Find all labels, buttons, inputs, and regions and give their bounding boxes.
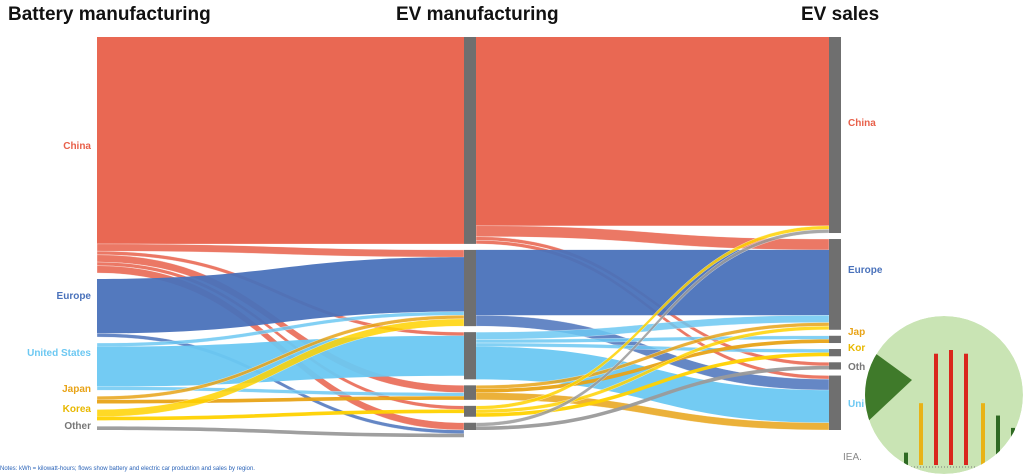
node-ev-sales-united-states (829, 375, 841, 430)
thumbnail-bar-2 (919, 403, 923, 465)
column-title-ev-sales: EV sales (801, 4, 880, 25)
label-sales-europe: Europe (848, 265, 883, 276)
flow-battery-ev-europe-to-europe (97, 257, 464, 334)
source-label: IEA. (843, 452, 862, 463)
node-ev-manufacturing-china (464, 37, 476, 244)
label-battery-other: Other (64, 421, 91, 432)
label-battery-korea: Korea (62, 404, 91, 415)
label-battery-europe: Europe (56, 291, 91, 302)
flow-battery-ev-china-to-china (97, 37, 464, 244)
footnote: Notes: kWh = kilowatt-hours; flows show … (0, 466, 255, 472)
flow-battery-ev-other-to-other (97, 426, 464, 438)
node-ev-manufacturing-korea (464, 405, 476, 417)
flow-battery-ev-korea-to-korea (97, 409, 464, 421)
thumbnail-bar-8 (1011, 427, 1015, 465)
label-battery-united-states: United States (27, 348, 91, 359)
label-sales-united-states: Uni (848, 399, 865, 410)
node-ev-manufacturing-japan (464, 385, 476, 400)
label-sales-china: China (848, 118, 876, 129)
label-battery-china: China (63, 141, 91, 152)
thumbnail-bar-5 (964, 353, 968, 465)
flow-ev-sales-korea-to-korea (476, 352, 829, 417)
flow-battery-ev-united-states-to-united-states (97, 335, 464, 387)
node-ev-sales-europe (829, 239, 841, 330)
thumbnail-bar-4 (949, 350, 953, 465)
node-ev-sales-other (829, 362, 841, 370)
flow-ev-sales-europe-to-europe (476, 249, 829, 316)
node-ev-manufacturing-united-states (464, 332, 476, 380)
column-title-ev-manufacturing: EV manufacturing (396, 4, 559, 25)
chart-thumbnail[interactable] (864, 315, 1024, 475)
thumbnail-shape (865, 345, 912, 425)
thumbnail-bar-3 (934, 353, 938, 465)
thumbnail-bar-6 (981, 403, 985, 465)
node-ev-manufacturing-europe (464, 249, 476, 327)
thumbnail-bar-1 (904, 452, 908, 465)
label-sales-other: Oth (848, 362, 866, 373)
node-ev-manufacturing-other (464, 422, 476, 430)
label-sales-korea: Kor (848, 343, 866, 354)
node-ev-sales-japan (829, 335, 841, 344)
column-title-battery: Battery manufacturing (8, 4, 211, 25)
label-sales-japan: Jap (848, 327, 866, 338)
flow-ev-sales-china-to-china (476, 37, 829, 226)
thumbnail-bar-7 (996, 415, 1000, 465)
node-ev-sales-korea (829, 349, 841, 357)
label-battery-japan: Japan (62, 384, 91, 395)
node-ev-sales-china (829, 37, 841, 234)
flow-ev-sales-japan-to-japan (476, 339, 829, 393)
flow-ev-sales-other-to-other (476, 365, 829, 430)
